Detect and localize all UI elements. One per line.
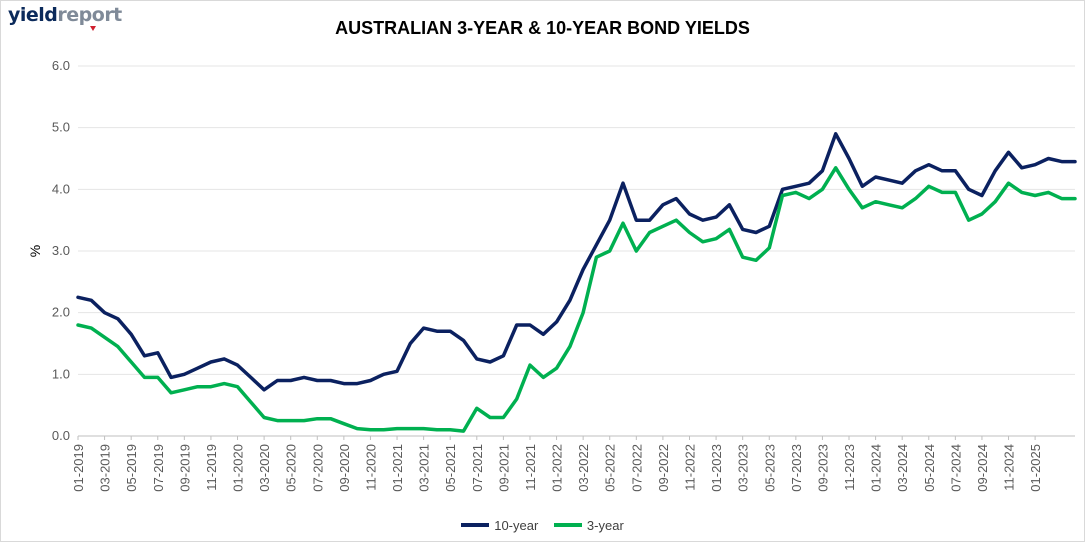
x-tick-label: 09-2020	[337, 444, 352, 492]
chart-title: AUSTRALIAN 3-YEAR & 10-YEAR BOND YIELDS	[335, 18, 750, 38]
x-tick-label: 07-2023	[789, 444, 804, 492]
x-tick-label: 07-2019	[151, 444, 166, 492]
x-tick-label: 05-2019	[124, 444, 139, 492]
x-tick-label: 03-2021	[417, 444, 432, 492]
x-tick-label: 05-2022	[603, 444, 618, 492]
x-tick-label: 07-2020	[310, 444, 325, 492]
x-axis-ticks: 01-2019 03-2019 05-2019 07-2019 09-2019 11-20…	[71, 436, 1043, 492]
legend-swatch-10-year	[461, 523, 490, 527]
x-tick-label: 09-2019	[177, 444, 192, 492]
y-tick-label: 5.0	[52, 120, 70, 135]
x-tick-label: 09-2021	[496, 444, 511, 492]
y-tick-label: 0.0	[52, 428, 70, 443]
x-tick-label: 07-2022	[629, 444, 644, 492]
series-line-10-year	[76, 132, 1077, 392]
y-tick-label: 6.0	[52, 58, 70, 73]
series-lines	[76, 132, 1077, 433]
legend: 10-year 3-year	[0, 515, 1085, 533]
series-line-3-year	[76, 166, 1077, 433]
legend-item-10-year: 10-year	[461, 518, 538, 533]
x-tick-label: 01-2019	[71, 444, 86, 492]
logo-accent-mark	[90, 26, 96, 31]
x-tick-label: 01-2021	[390, 444, 405, 492]
x-tick-label: 01-2023	[709, 444, 724, 492]
x-tick-label: 09-2024	[975, 444, 990, 492]
y-tick-label: 1.0	[52, 366, 70, 381]
y-tick-label: 3.0	[52, 243, 70, 258]
x-tick-label: 03-2023	[736, 444, 751, 492]
logo-text-yield: yield	[8, 4, 58, 26]
y-axis-label: %	[27, 245, 43, 257]
x-tick-label: 03-2024	[895, 444, 910, 492]
x-tick-label: 11-2023	[842, 444, 857, 491]
logo-text-report: report	[57, 4, 122, 26]
x-tick-label: 11-2020	[363, 444, 378, 491]
x-tick-label: 07-2024	[948, 444, 963, 492]
legend-label-3-year: 3-year	[586, 517, 624, 533]
x-tick-label: 01-2022	[550, 444, 565, 492]
y-tick-label: 4.0	[52, 181, 70, 196]
x-tick-label: 05-2024	[922, 444, 937, 492]
x-tick-label: 01-2025	[1028, 444, 1043, 492]
legend-item-3-year: 3-year	[553, 517, 624, 533]
x-tick-label: 01-2024	[869, 444, 884, 492]
legend-label-10-year: 10-year	[494, 517, 539, 533]
x-tick-label: 09-2023	[815, 444, 830, 492]
x-tick-label: 11-2022	[682, 444, 697, 491]
x-tick-label: 03-2019	[98, 444, 113, 492]
x-tick-label: 07-2021	[470, 444, 485, 492]
x-tick-label: 01-2020	[231, 444, 246, 492]
y-axis-ticks: 0.0 1.0 2.0 3.0 4.0 5.0 6.0	[52, 58, 70, 443]
x-tick-label: 05-2023	[762, 444, 777, 492]
x-tick-label: 03-2020	[257, 444, 272, 492]
x-tick-label: 05-2021	[443, 444, 458, 492]
x-tick-label: 09-2022	[656, 444, 671, 492]
gridlines	[78, 65, 1075, 437]
y-tick-label: 2.0	[52, 305, 70, 320]
x-tick-label: 11-2021	[523, 444, 538, 491]
x-tick-label: 11-2024	[1002, 444, 1017, 491]
legend-swatch-3-year	[553, 523, 582, 527]
x-tick-label: 05-2020	[284, 444, 299, 492]
yieldreport-logo: yieldreport	[8, 4, 122, 31]
x-tick-label: 11-2019	[204, 444, 219, 491]
x-tick-label: 03-2022	[576, 444, 591, 492]
